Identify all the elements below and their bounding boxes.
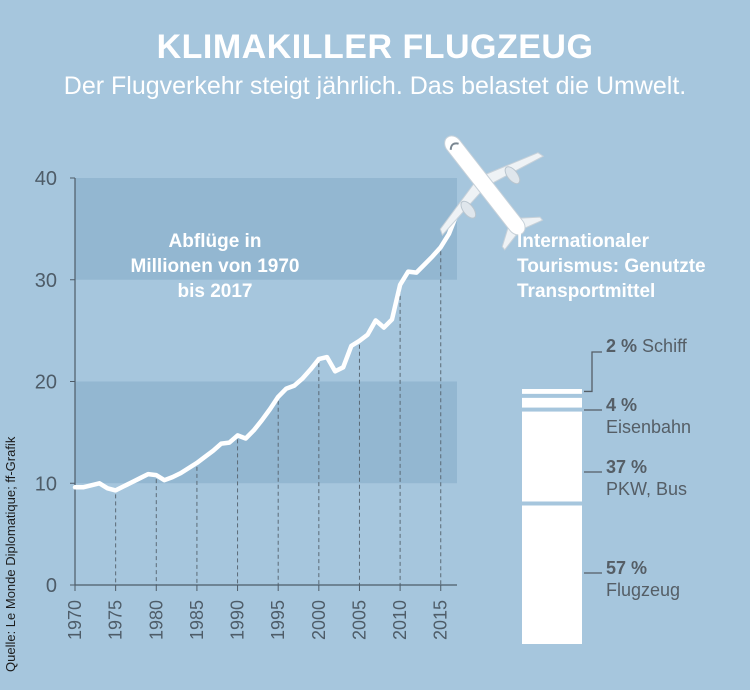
share-pct: 57 % xyxy=(606,558,648,578)
data-point xyxy=(358,340,361,342)
data-point xyxy=(415,271,418,274)
data-point xyxy=(220,442,223,445)
data-point xyxy=(448,233,450,235)
data-point xyxy=(212,449,214,452)
share-pct: 4 % xyxy=(606,395,638,415)
page-subtitle: Der Flugverkehr steigt jährlich. Das bel… xyxy=(63,72,687,100)
data-point xyxy=(431,255,434,258)
data-point xyxy=(82,486,84,489)
data-point xyxy=(439,246,442,248)
airplane-part xyxy=(444,135,526,236)
data-point xyxy=(114,489,117,492)
x-tick-label: 1975 xyxy=(106,600,126,640)
data-point xyxy=(106,487,109,490)
data-point xyxy=(155,474,158,476)
data-point xyxy=(139,477,141,479)
data-point xyxy=(98,482,101,485)
grid-band xyxy=(75,178,457,280)
share-name: Flugzeug xyxy=(606,580,681,600)
data-point xyxy=(261,419,263,421)
share-label-schiff: 2 % Schiff xyxy=(606,335,687,357)
share-label-flugzeug: 57 % Flugzeug xyxy=(606,557,680,601)
x-tick-label: 2015 xyxy=(431,600,451,640)
leader-line xyxy=(584,351,602,393)
y-tick-label: 10 xyxy=(35,473,57,495)
bar-chart-title: Internationaler Tourismus: Genutzte Tran… xyxy=(517,231,706,302)
data-point xyxy=(383,326,385,329)
data-point xyxy=(374,319,377,322)
share-label-eisenbahn: 4 % Eisenbahn xyxy=(606,394,691,438)
bar-segment-pkw-bus xyxy=(522,411,582,502)
data-point xyxy=(366,333,369,336)
data-point xyxy=(196,462,198,464)
data-point xyxy=(179,472,182,474)
x-tick-label: 2000 xyxy=(309,600,329,640)
data-point xyxy=(334,370,336,373)
data-point xyxy=(391,318,393,321)
data-point xyxy=(342,366,345,369)
airplane-part xyxy=(460,200,477,219)
y-tick-label: 0 xyxy=(46,575,57,597)
airplane-icon xyxy=(439,135,545,251)
bar-segment-eisenbahn xyxy=(522,397,582,408)
grid-band xyxy=(75,381,457,484)
page-title: KLIMAKILLER FLUGZEUG xyxy=(156,28,594,66)
y-tick-label: 30 xyxy=(35,270,57,292)
data-point xyxy=(301,377,304,380)
share-name: Eisenbahn xyxy=(606,417,692,437)
data-point xyxy=(122,485,125,488)
share-pct: 2 % xyxy=(606,336,638,356)
data-point xyxy=(326,356,328,358)
x-tick-label: 1995 xyxy=(268,600,288,640)
airplane-part xyxy=(449,142,459,150)
data-point xyxy=(309,368,312,371)
data-point xyxy=(399,284,401,286)
share-name: Schiff xyxy=(642,336,687,356)
data-point xyxy=(171,476,174,478)
data-point xyxy=(269,408,271,410)
share-label-pkw-bus: 37 % PKW, Bus xyxy=(606,456,687,500)
data-point xyxy=(228,441,231,444)
share-name: PKW, Bus xyxy=(606,479,688,499)
data-point xyxy=(147,473,149,475)
data-point xyxy=(204,455,206,458)
data-point xyxy=(277,395,279,398)
data-point xyxy=(90,484,93,487)
x-tick-label: 2005 xyxy=(349,600,369,640)
data-point xyxy=(285,387,288,390)
data-point xyxy=(131,481,133,484)
x-tick-label: 2010 xyxy=(390,600,410,640)
data-point xyxy=(350,345,353,347)
data-point xyxy=(187,467,190,469)
bar-segment-flugzeug xyxy=(522,505,582,644)
x-tick-label: 1980 xyxy=(146,600,166,640)
data-point xyxy=(236,434,239,437)
x-tick-label: 1990 xyxy=(228,600,248,640)
x-tick-label: 1970 xyxy=(65,600,85,640)
bar-segment-schiff xyxy=(522,389,582,394)
data-point xyxy=(423,263,426,266)
x-tick-label: 1985 xyxy=(187,600,207,640)
data-point xyxy=(293,384,296,387)
data-point xyxy=(244,437,247,440)
data-point xyxy=(253,429,255,432)
line-chart-title: Abflüge in Millionen von 1970 bis 2017 xyxy=(130,231,300,302)
data-point xyxy=(318,358,320,360)
data-point xyxy=(407,270,410,273)
series-line xyxy=(72,211,460,493)
y-tick-label: 20 xyxy=(35,372,57,394)
share-pct: 37 % xyxy=(606,457,648,477)
airplane-part xyxy=(504,166,521,185)
data-point xyxy=(163,479,166,481)
data-point xyxy=(74,486,76,489)
y-tick-label: 40 xyxy=(35,168,57,190)
